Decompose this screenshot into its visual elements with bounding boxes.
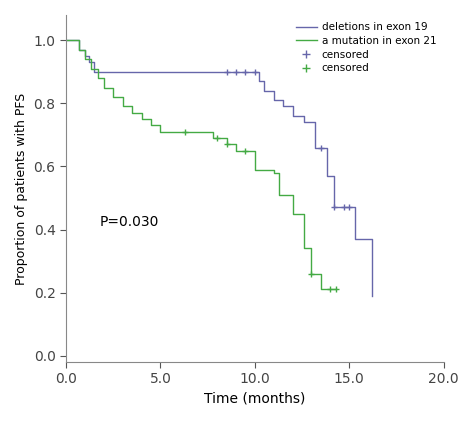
a mutation in exon 21 <box>276 192 282 197</box>
a mutation in exon 21 <box>88 66 93 71</box>
a mutation in exon 21 <box>322 287 328 292</box>
a mutation in exon 21 <box>271 170 276 175</box>
a mutation in exon 21 <box>305 246 310 251</box>
a mutation in exon 21 <box>129 110 135 115</box>
deletions in exon 19 <box>358 237 364 242</box>
deletions in exon 19 <box>82 53 88 59</box>
a mutation in exon 21 <box>205 129 210 134</box>
Text: P=0.030: P=0.030 <box>100 216 159 229</box>
deletions in exon 19 <box>346 205 352 210</box>
a mutation in exon 21 <box>309 271 314 276</box>
a mutation in exon 21 <box>295 211 301 216</box>
deletions in exon 19 <box>290 113 295 118</box>
Legend: deletions in exon 19, a mutation in exon 21, censored, censored: deletions in exon 19, a mutation in exon… <box>294 20 438 75</box>
a mutation in exon 21 <box>176 129 182 134</box>
a mutation in exon 21 <box>333 287 339 292</box>
deletions in exon 19 <box>233 69 239 75</box>
a mutation in exon 21 <box>167 129 173 134</box>
deletions in exon 19 <box>63 38 69 43</box>
a mutation in exon 21 <box>243 148 248 153</box>
deletions in exon 19 <box>341 205 346 210</box>
deletions in exon 19 <box>69 38 74 43</box>
a mutation in exon 21 <box>252 167 258 172</box>
deletions in exon 19 <box>271 98 276 103</box>
a mutation in exon 21 <box>328 287 333 292</box>
Y-axis label: Proportion of patients with PFS: Proportion of patients with PFS <box>15 92 28 285</box>
deletions in exon 19 <box>267 88 273 93</box>
deletions in exon 19 <box>312 145 318 150</box>
a mutation in exon 21 <box>157 129 163 134</box>
deletions in exon 19 <box>276 98 282 103</box>
deletions in exon 19 <box>352 237 358 242</box>
deletions in exon 19 <box>76 47 82 52</box>
deletions in exon 19 <box>337 205 343 210</box>
a mutation in exon 21 <box>301 246 307 251</box>
deletions in exon 19 <box>91 69 97 75</box>
a mutation in exon 21 <box>284 192 290 197</box>
deletions in exon 19 <box>86 60 91 65</box>
deletions in exon 19 <box>224 69 229 75</box>
a mutation in exon 21 <box>120 104 126 109</box>
deletions in exon 19 <box>309 120 314 125</box>
a mutation in exon 21 <box>314 271 320 276</box>
deletions in exon 19 <box>280 104 286 109</box>
deletions in exon 19 <box>328 173 333 179</box>
deletions in exon 19 <box>301 120 307 125</box>
X-axis label: Time (months): Time (months) <box>204 392 306 406</box>
deletions in exon 19 <box>318 145 324 150</box>
a mutation in exon 21 <box>101 85 107 90</box>
deletions in exon 19 <box>369 293 375 298</box>
a mutation in exon 21 <box>290 211 295 216</box>
deletions in exon 19 <box>262 88 267 93</box>
a mutation in exon 21 <box>63 38 69 43</box>
a mutation in exon 21 <box>218 136 224 141</box>
a mutation in exon 21 <box>69 38 74 43</box>
deletions in exon 19 <box>243 69 248 75</box>
a mutation in exon 21 <box>224 142 229 147</box>
a mutation in exon 21 <box>233 148 239 153</box>
a mutation in exon 21 <box>110 94 116 99</box>
Line: deletions in exon 19: deletions in exon 19 <box>66 40 372 296</box>
deletions in exon 19 <box>331 205 337 210</box>
deletions in exon 19 <box>214 69 220 75</box>
a mutation in exon 21 <box>318 287 324 292</box>
a mutation in exon 21 <box>139 117 145 122</box>
deletions in exon 19 <box>256 79 262 84</box>
a mutation in exon 21 <box>82 57 88 62</box>
a mutation in exon 21 <box>76 47 82 52</box>
deletions in exon 19 <box>324 173 329 179</box>
a mutation in exon 21 <box>210 136 216 141</box>
a mutation in exon 21 <box>182 129 188 134</box>
deletions in exon 19 <box>286 104 292 109</box>
Line: a mutation in exon 21: a mutation in exon 21 <box>66 40 336 290</box>
a mutation in exon 21 <box>267 167 273 172</box>
a mutation in exon 21 <box>258 167 264 172</box>
deletions in exon 19 <box>295 113 301 118</box>
a mutation in exon 21 <box>148 123 154 128</box>
deletions in exon 19 <box>252 69 258 75</box>
a mutation in exon 21 <box>95 76 101 81</box>
